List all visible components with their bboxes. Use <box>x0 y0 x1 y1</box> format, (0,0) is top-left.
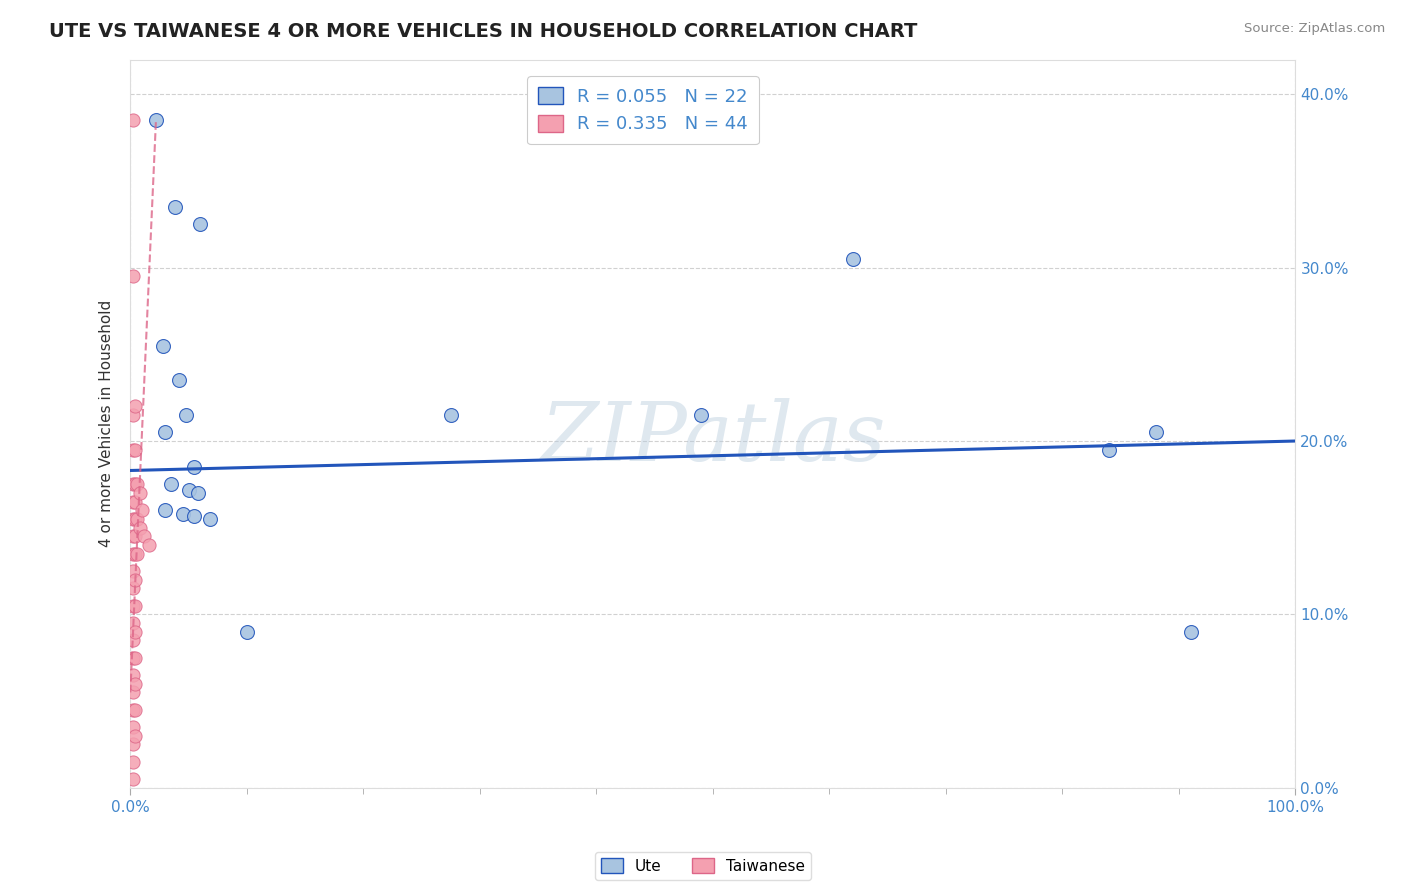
Point <box>690 408 713 422</box>
Point <box>124 494 146 508</box>
Point <box>145 113 167 128</box>
Point <box>124 624 146 639</box>
Point <box>121 720 143 734</box>
Point <box>121 494 143 508</box>
Legend: R = 0.055   N = 22, R = 0.335   N = 44: R = 0.055 N = 22, R = 0.335 N = 44 <box>527 76 759 145</box>
Point <box>172 507 194 521</box>
Point <box>1144 425 1167 440</box>
Point <box>121 685 143 699</box>
Y-axis label: 4 or more Vehicles in Household: 4 or more Vehicles in Household <box>100 300 114 548</box>
Point <box>121 529 143 543</box>
Point <box>124 442 146 457</box>
Point <box>183 460 205 475</box>
Point <box>121 442 143 457</box>
Point <box>124 573 146 587</box>
Point <box>127 512 149 526</box>
Text: ZIPatlas: ZIPatlas <box>540 398 886 478</box>
Point <box>174 408 197 422</box>
Point <box>121 738 143 752</box>
Text: Source: ZipAtlas.com: Source: ZipAtlas.com <box>1244 22 1385 36</box>
Point <box>121 755 143 769</box>
Point <box>128 486 150 500</box>
Point <box>121 633 143 648</box>
Point <box>155 425 177 440</box>
Point <box>121 477 143 491</box>
Point <box>155 503 177 517</box>
Point <box>124 400 146 414</box>
Point <box>121 113 143 128</box>
Legend: Ute, Taiwanese: Ute, Taiwanese <box>595 852 811 880</box>
Point <box>121 615 143 630</box>
Point <box>127 477 149 491</box>
Point <box>124 477 146 491</box>
Point <box>127 547 149 561</box>
Point <box>187 486 209 500</box>
Point <box>121 703 143 717</box>
Point <box>440 408 463 422</box>
Point <box>124 599 146 613</box>
Point <box>169 373 191 387</box>
Point <box>121 772 143 786</box>
Point <box>121 408 143 422</box>
Point <box>124 529 146 543</box>
Point <box>177 483 200 497</box>
Point <box>188 217 211 231</box>
Point <box>124 547 146 561</box>
Point <box>152 339 174 353</box>
Point <box>124 677 146 691</box>
Point <box>121 512 143 526</box>
Point <box>121 547 143 561</box>
Point <box>124 650 146 665</box>
Point <box>121 668 143 682</box>
Point <box>121 582 143 596</box>
Point <box>160 477 183 491</box>
Point <box>134 529 156 543</box>
Point <box>236 624 259 639</box>
Point <box>163 200 186 214</box>
Point <box>183 508 205 523</box>
Point <box>128 521 150 535</box>
Point <box>121 564 143 578</box>
Point <box>124 729 146 743</box>
Point <box>841 252 863 266</box>
Point <box>198 512 221 526</box>
Point <box>121 650 143 665</box>
Point <box>138 538 160 552</box>
Point <box>1180 624 1202 639</box>
Point <box>124 703 146 717</box>
Point <box>121 269 143 284</box>
Point <box>131 503 153 517</box>
Point <box>121 599 143 613</box>
Point <box>124 512 146 526</box>
Text: UTE VS TAIWANESE 4 OR MORE VEHICLES IN HOUSEHOLD CORRELATION CHART: UTE VS TAIWANESE 4 OR MORE VEHICLES IN H… <box>49 22 918 41</box>
Point <box>1098 442 1121 457</box>
